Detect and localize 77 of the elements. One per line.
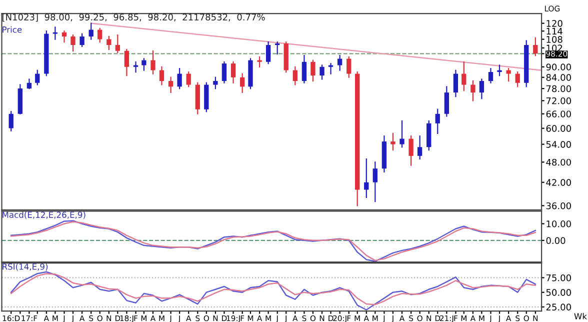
chart-title: [N1023] 98.00, 99.25, 96.85, 98.20, 21178532, 0.77% — [2, 14, 265, 22]
y-tick-label: 102 — [546, 44, 562, 52]
candlestick — [372, 162, 378, 202]
candlestick — [62, 30, 67, 43]
candlestick — [70, 34, 76, 52]
candlestick — [479, 78, 484, 100]
chart-title: RSI(14,E,9) — [2, 263, 48, 271]
candlestick — [435, 108, 440, 134]
y-tick-label: 66.00 — [546, 110, 571, 118]
candlestick — [302, 54, 307, 84]
candlestick — [364, 158, 369, 198]
candlestick — [80, 33, 84, 47]
candlestick — [337, 54, 342, 71]
candlestick — [488, 68, 494, 84]
candlestick — [292, 66, 298, 86]
y-tick-label: 78.00 — [546, 85, 571, 92]
candlestick — [186, 71, 191, 88]
candlestick — [320, 64, 324, 80]
y-tick-label: 90.00 — [546, 64, 571, 70]
candlestick — [310, 60, 316, 82]
y-tick-label: 50.00 — [546, 289, 571, 296]
y-tick-label: 0.00 — [546, 237, 566, 244]
text: Wk — [574, 312, 587, 320]
y-tick-label: 114 — [546, 28, 562, 34]
candlestick — [497, 64, 502, 76]
candlestick — [328, 62, 334, 74]
candlestick — [346, 56, 352, 78]
candlestick — [257, 56, 262, 68]
y-tick-label: 36.00 — [546, 202, 571, 210]
candlestick — [400, 120, 404, 148]
y-tick-label: 25.00 — [546, 304, 571, 311]
candlestick — [470, 80, 476, 102]
y-tick-label: 72.00 — [546, 97, 571, 104]
y-tick-label: 60.00 — [546, 125, 571, 132]
y-axis-title: Price — [2, 26, 22, 33]
candlestick — [106, 36, 112, 50]
candlestick — [124, 48, 130, 76]
candlestick — [390, 132, 396, 151]
candlestick — [275, 42, 280, 55]
line-series — [10, 271, 536, 311]
candlestick — [35, 70, 40, 86]
candlestick — [142, 58, 146, 71]
y-tick-label: 120 — [546, 20, 562, 27]
candlestick — [115, 34, 120, 53]
candlestick — [8, 111, 14, 132]
candlestick — [222, 61, 227, 84]
candlestick — [453, 70, 458, 98]
candlestick — [533, 37, 538, 56]
candlestick — [98, 28, 102, 43]
candlestick — [515, 71, 520, 88]
y-tick-label: 75.00 — [546, 274, 571, 282]
candlestick — [506, 68, 511, 82]
candlestick — [168, 76, 174, 94]
candlestick — [133, 61, 138, 73]
candlestick — [462, 61, 466, 92]
candlestick — [408, 136, 414, 166]
candlestick — [52, 26, 58, 40]
candlestick — [26, 78, 32, 90]
y-tick-label: 42.00 — [546, 179, 571, 186]
y-tick-label: 108 — [546, 36, 562, 43]
candlestick — [266, 42, 271, 64]
candlestick — [417, 136, 422, 160]
line-series — [10, 272, 536, 306]
candlestick — [213, 76, 218, 90]
y-tick-label: 10.00 — [546, 220, 571, 228]
chart-title: Macd(E,12,E,26,E,9) — [2, 211, 86, 219]
candlestick — [240, 73, 245, 94]
y-tick-label: 84.00 — [546, 74, 571, 81]
candlestick — [88, 22, 94, 40]
candlestick — [230, 61, 236, 84]
y-tick-label: 54.00 — [546, 140, 571, 148]
candlestick — [426, 120, 432, 151]
candlestick — [159, 66, 164, 86]
candlestick — [150, 50, 156, 74]
y-tick-label: 48.00 — [546, 158, 571, 166]
candlestick — [444, 86, 450, 117]
candlestick — [177, 68, 182, 90]
